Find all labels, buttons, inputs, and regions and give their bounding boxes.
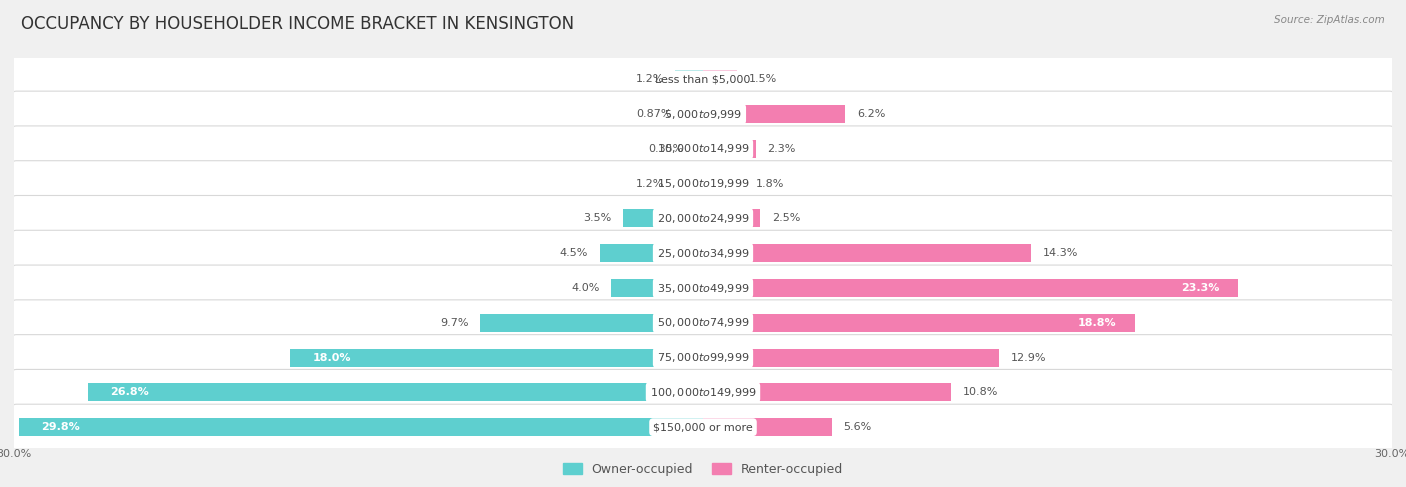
FancyBboxPatch shape	[10, 335, 1396, 380]
Bar	[695, 140, 703, 158]
Text: 1.8%: 1.8%	[756, 179, 785, 188]
Text: $50,000 to $74,999: $50,000 to $74,999	[657, 317, 749, 329]
Text: 4.5%: 4.5%	[560, 248, 588, 258]
FancyBboxPatch shape	[10, 56, 1396, 102]
Text: Less than $5,000: Less than $5,000	[655, 75, 751, 84]
Bar	[683, 105, 703, 123]
FancyBboxPatch shape	[10, 126, 1396, 172]
Text: $35,000 to $49,999: $35,000 to $49,999	[657, 281, 749, 295]
Text: 18.8%: 18.8%	[1078, 318, 1116, 328]
Text: 30.0%: 30.0%	[0, 449, 32, 459]
Bar	[481, 314, 703, 332]
Text: 26.8%: 26.8%	[111, 387, 149, 397]
FancyBboxPatch shape	[10, 370, 1396, 415]
Text: $100,000 to $149,999: $100,000 to $149,999	[650, 386, 756, 399]
Text: 2.5%: 2.5%	[772, 213, 800, 224]
FancyBboxPatch shape	[10, 265, 1396, 311]
Text: 0.87%: 0.87%	[636, 109, 672, 119]
Text: $20,000 to $24,999: $20,000 to $24,999	[657, 212, 749, 225]
Text: 18.0%: 18.0%	[312, 353, 352, 363]
Text: 29.8%: 29.8%	[42, 422, 80, 432]
Text: 0.35%: 0.35%	[648, 144, 683, 154]
Text: 1.2%: 1.2%	[636, 75, 664, 84]
Text: 6.2%: 6.2%	[856, 109, 886, 119]
FancyBboxPatch shape	[10, 161, 1396, 206]
Text: 1.2%: 1.2%	[636, 179, 664, 188]
Bar	[599, 244, 703, 262]
Bar	[703, 314, 1135, 332]
Bar	[703, 418, 831, 436]
FancyBboxPatch shape	[10, 404, 1396, 450]
Text: $75,000 to $99,999: $75,000 to $99,999	[657, 351, 749, 364]
FancyBboxPatch shape	[10, 230, 1396, 276]
Text: 23.3%: 23.3%	[1181, 283, 1219, 293]
Bar	[87, 383, 703, 401]
Legend: Owner-occupied, Renter-occupied: Owner-occupied, Renter-occupied	[558, 458, 848, 481]
Text: OCCUPANCY BY HOUSEHOLDER INCOME BRACKET IN KENSINGTON: OCCUPANCY BY HOUSEHOLDER INCOME BRACKET …	[21, 15, 574, 33]
Text: $10,000 to $14,999: $10,000 to $14,999	[657, 142, 749, 155]
Text: Source: ZipAtlas.com: Source: ZipAtlas.com	[1274, 15, 1385, 25]
Bar	[703, 70, 738, 88]
Text: 10.8%: 10.8%	[963, 387, 998, 397]
Text: 4.0%: 4.0%	[571, 283, 599, 293]
Text: $150,000 or more: $150,000 or more	[654, 422, 752, 432]
Text: 14.3%: 14.3%	[1043, 248, 1078, 258]
Bar	[623, 209, 703, 227]
Text: $25,000 to $34,999: $25,000 to $34,999	[657, 247, 749, 260]
Text: $15,000 to $19,999: $15,000 to $19,999	[657, 177, 749, 190]
Bar	[703, 279, 1239, 297]
Text: 12.9%: 12.9%	[1011, 353, 1046, 363]
Bar	[675, 70, 703, 88]
Bar	[703, 209, 761, 227]
FancyBboxPatch shape	[10, 195, 1396, 242]
Text: 2.3%: 2.3%	[768, 144, 796, 154]
Bar	[612, 279, 703, 297]
Bar	[18, 418, 703, 436]
Bar	[703, 349, 1000, 367]
Bar	[703, 140, 756, 158]
Bar	[703, 105, 845, 123]
Text: 5.6%: 5.6%	[844, 422, 872, 432]
Text: 30.0%: 30.0%	[1374, 449, 1406, 459]
Bar	[290, 349, 703, 367]
Text: 3.5%: 3.5%	[583, 213, 612, 224]
FancyBboxPatch shape	[10, 300, 1396, 346]
FancyBboxPatch shape	[10, 91, 1396, 137]
Text: 9.7%: 9.7%	[440, 318, 468, 328]
Bar	[703, 383, 950, 401]
Bar	[703, 244, 1032, 262]
Bar	[675, 175, 703, 193]
Text: 1.5%: 1.5%	[749, 75, 778, 84]
Text: $5,000 to $9,999: $5,000 to $9,999	[664, 108, 742, 121]
Bar	[703, 175, 744, 193]
